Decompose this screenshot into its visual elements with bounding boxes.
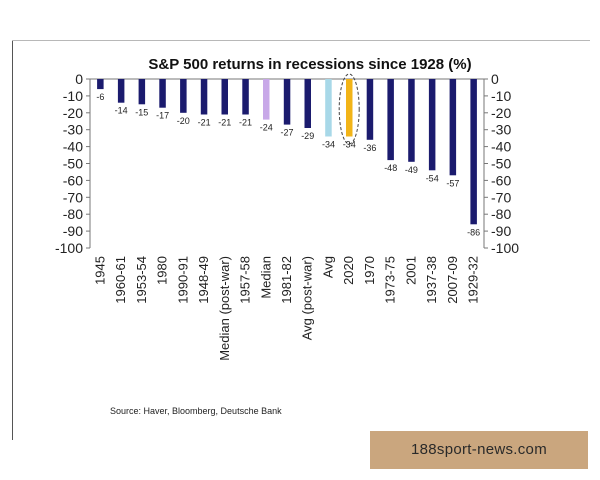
x-tick-label: 2001 — [403, 256, 418, 285]
x-tick-label: Avg (post-war) — [300, 256, 315, 340]
bar-Avg — [325, 79, 332, 137]
y-tick-label-left: -100 — [55, 240, 83, 256]
data-label: -27 — [280, 128, 293, 138]
data-label: -48 — [384, 163, 397, 173]
chart-title: S&P 500 returns in recessions since 1928… — [148, 56, 471, 73]
y-tick-label-right: -10 — [491, 88, 511, 104]
y-tick-label-left: -20 — [63, 105, 83, 121]
y-tick-label-left: -50 — [63, 156, 83, 172]
x-tick-label: Median (post-war) — [217, 256, 232, 361]
frame-left-border — [12, 40, 13, 440]
bar-1957-58 — [242, 79, 249, 115]
data-label: -21 — [239, 118, 252, 128]
bar-Avg (post-war) — [304, 79, 311, 128]
bar-1948-49 — [200, 79, 208, 115]
x-tick-labels: 1945 1960-61 1953-54 1980 1990-91 1948-49 Medi… — [92, 256, 480, 361]
y-tick-label-right: -70 — [491, 189, 511, 205]
bar-1937-38 — [428, 79, 436, 171]
bar-1973-75 — [387, 79, 394, 161]
bars — [97, 73, 477, 225]
data-label: -36 — [363, 143, 376, 153]
bar-chart: S&P 500 returns in recessions since 1928… — [55, 56, 519, 361]
data-label: -86 — [467, 227, 480, 237]
data-label: -21 — [218, 118, 231, 128]
x-tick-label: Avg — [321, 256, 336, 278]
y-tick-label-left: -40 — [63, 139, 83, 155]
x-tick-label: 1953-54 — [134, 256, 149, 304]
bar-1945 — [97, 79, 104, 90]
bar-1981-82 — [283, 79, 291, 125]
y-tick-label-left: 0 — [75, 71, 83, 87]
x-tick-label: 1981-82 — [279, 256, 294, 304]
x-tick-label: 1970 — [362, 256, 377, 285]
y-tick-label-left: -70 — [63, 189, 83, 205]
x-tick-label: 2007-09 — [445, 256, 460, 304]
x-tick-label: 1945 — [92, 256, 107, 285]
x-tick-label: 1937-38 — [424, 256, 439, 304]
x-tick-label: 1929-32 — [466, 256, 481, 304]
x-tick-label: 1960-61 — [113, 256, 128, 304]
bar-Median (post-war) — [221, 79, 228, 115]
data-label: -20 — [177, 116, 190, 126]
data-label: -29 — [301, 131, 314, 141]
data-label: -15 — [135, 107, 148, 117]
watermark-badge[interactable]: 188sport-news.com — [370, 431, 588, 469]
x-tick-label: 1990-91 — [175, 256, 190, 304]
bar-2001 — [408, 79, 415, 162]
bar-Median — [263, 79, 270, 120]
data-label: -34 — [343, 140, 356, 150]
data-label: -6 — [96, 92, 104, 102]
y-tick-label-left: -60 — [63, 172, 83, 188]
bar-1953-54 — [138, 79, 146, 105]
x-tick-label: 2020 — [341, 256, 356, 285]
y-tick-label-right: 0 — [491, 71, 499, 87]
y-tick-label-right: -50 — [491, 156, 511, 172]
frame-top-border — [12, 40, 590, 41]
data-labels: -6 -14 -15 -17 -20 -21 -21 -21 -24 -27 -29 -34 -34 -3… — [96, 92, 480, 237]
y-tick-label-left: -90 — [63, 223, 83, 239]
source-note: Source: Haver, Bloomberg, Deutsche Bank — [110, 406, 282, 416]
x-tick-label: 1973-75 — [383, 256, 398, 304]
y-tick-label-right: -90 — [491, 223, 511, 239]
y-tick-label-left: -30 — [63, 122, 83, 138]
bar-1990-91 — [180, 79, 187, 113]
y-tick-label-right: -30 — [491, 122, 511, 138]
data-label: -34 — [322, 140, 335, 150]
bar-1929-32 — [470, 79, 477, 225]
data-label: -57 — [446, 178, 459, 188]
y-tick-label-right: -20 — [491, 105, 511, 121]
y-tick-label-left: -80 — [63, 206, 83, 222]
bar-2007-09 — [449, 79, 457, 176]
y-tick-label-right: -100 — [491, 240, 519, 256]
data-label: -21 — [198, 118, 211, 128]
x-tick-label: 1980 — [155, 256, 170, 285]
bar-1980 — [159, 79, 166, 108]
data-label: -24 — [260, 123, 273, 133]
y-tick-label-left: -10 — [63, 88, 83, 104]
y-tick-label-right: -60 — [491, 172, 511, 188]
bar-1960-61 — [117, 79, 125, 103]
data-label: -49 — [405, 165, 418, 175]
data-label: -17 — [156, 111, 169, 121]
data-label: -14 — [115, 106, 128, 116]
x-tick-label: 1948-49 — [196, 256, 211, 304]
data-label: -54 — [426, 173, 439, 183]
bar-2020 — [346, 79, 353, 137]
axes: 0 0-10 -10-20 -20-30 -30-40 -40-50 -50-60 -60-7… — [55, 71, 519, 256]
bar-1970 — [366, 79, 374, 140]
y-tick-label-right: -40 — [491, 139, 511, 155]
x-tick-label: Median — [258, 256, 273, 299]
y-tick-label-right: -80 — [491, 206, 511, 222]
highlight-ellipse — [338, 73, 360, 145]
x-tick-label: 1957-58 — [238, 256, 253, 304]
